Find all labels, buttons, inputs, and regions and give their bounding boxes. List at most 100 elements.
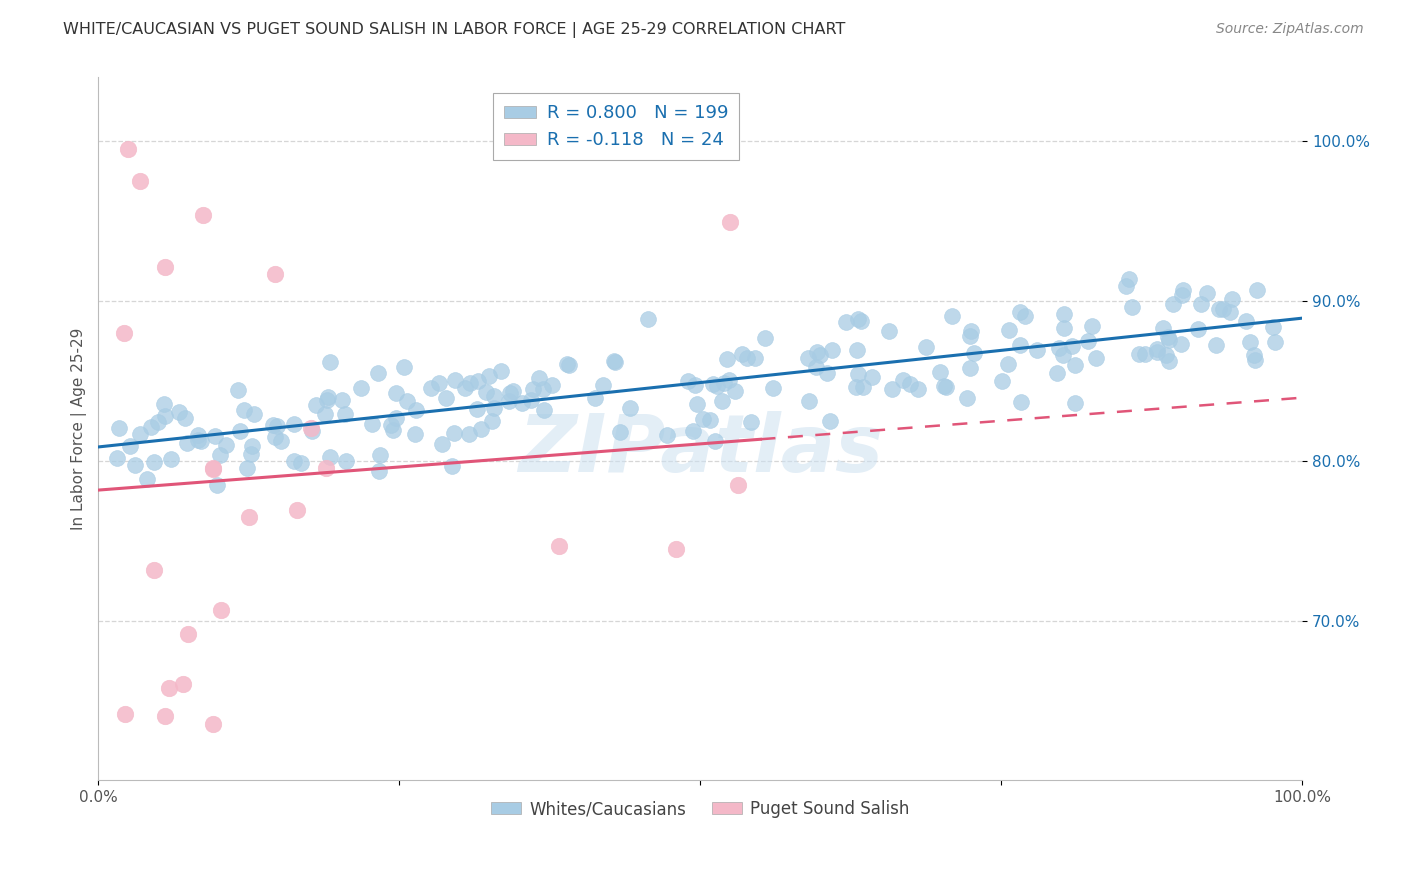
Point [727,478,749,492]
Point [124,458,146,473]
Point [718,373,741,387]
Point [821,343,844,357]
Point [609,425,631,439]
Point [489,364,512,378]
Point [718,215,741,229]
Point [240,439,263,453]
Point [1157,333,1180,347]
Point [744,351,766,365]
Point [761,381,783,395]
Point [226,383,249,397]
Point [1264,334,1286,349]
Point [1220,293,1243,307]
Point [283,417,305,431]
Point [637,311,659,326]
Point [740,415,762,429]
Point [1135,347,1157,361]
Point [796,351,818,365]
Point [683,378,706,392]
Point [963,345,986,359]
Point [157,681,180,695]
Point [1152,321,1174,335]
Point [368,464,391,478]
Point [1197,286,1219,301]
Point [1157,354,1180,368]
Point [1128,347,1150,361]
Point [129,174,152,188]
Point [1156,330,1178,344]
Point [959,329,981,343]
Point [799,394,821,409]
Point [105,451,128,466]
Point [1008,338,1031,352]
Point [240,447,263,461]
Text: ZIPatlas: ZIPatlas [517,411,883,489]
Point [1115,279,1137,293]
Point [1081,318,1104,333]
Point [266,419,288,434]
Point [229,424,252,438]
Point [467,375,489,389]
Point [385,386,408,401]
Point [1170,336,1192,351]
Point [845,380,868,394]
Point [686,397,709,411]
Y-axis label: In Labor Force | Age 25-29: In Labor Force | Age 25-29 [72,327,87,530]
Point [167,405,190,419]
Point [512,396,534,410]
Point [520,392,543,407]
Point [139,419,162,434]
Point [583,391,606,405]
Point [541,378,564,392]
Point [204,429,226,443]
Point [1263,320,1285,334]
Point [142,455,165,469]
Point [350,381,373,395]
Point [201,461,224,475]
Point [285,503,308,517]
Point [699,413,721,427]
Point [928,365,950,379]
Point [444,373,467,387]
Point [482,389,505,403]
Point [201,462,224,476]
Point [112,326,135,340]
Point [153,409,176,423]
Point [430,437,453,451]
Point [934,378,956,392]
Point [898,376,921,391]
Point [129,427,152,442]
Point [1187,321,1209,335]
Point [956,391,979,405]
Point [676,374,699,388]
Point [314,407,336,421]
Point [283,454,305,468]
Point [808,348,831,362]
Point [522,382,544,396]
Point [319,355,342,369]
Point [319,450,342,464]
Point [959,360,981,375]
Point [264,268,287,282]
Point [148,415,170,429]
Point [1171,288,1194,302]
Point [941,310,963,324]
Point [603,354,626,368]
Point [264,430,287,444]
Point [1053,307,1076,321]
Point [1014,310,1036,324]
Point [153,709,176,723]
Point [818,414,841,428]
Point [754,331,776,345]
Point [1118,271,1140,285]
Point [1025,343,1047,357]
Point [315,461,337,475]
Point [305,398,328,412]
Legend: Whites/Caucasians, Puget Sound Salish: Whites/Caucasians, Puget Sound Salish [485,793,915,825]
Point [382,423,405,437]
Point [1154,348,1177,362]
Point [990,374,1012,388]
Point [172,677,194,691]
Point [238,509,260,524]
Text: Source: ZipAtlas.com: Source: ZipAtlas.com [1216,22,1364,37]
